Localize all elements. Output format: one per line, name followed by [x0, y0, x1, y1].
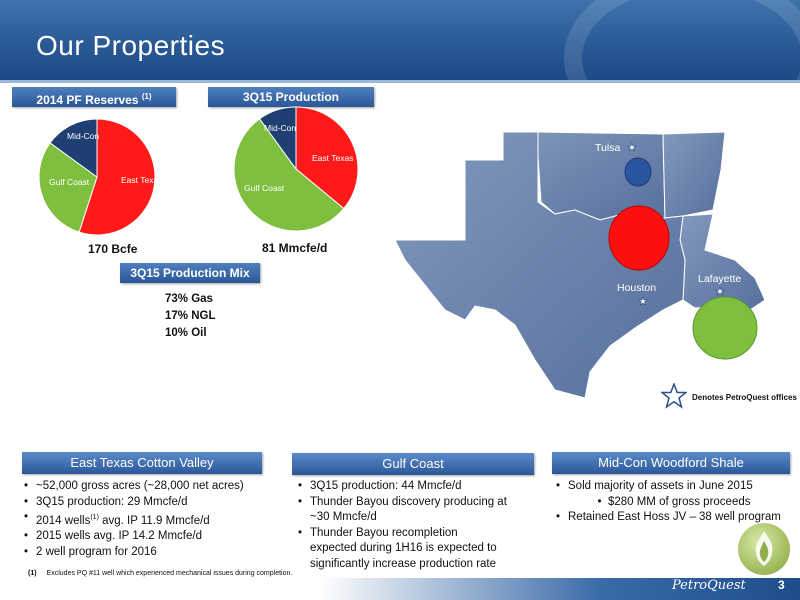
houston-star-icon: ★	[638, 295, 648, 308]
list-item: • $280 MM of gross proceeds	[597, 495, 751, 508]
gulf-coast-marker	[692, 296, 758, 360]
arkansas-state	[662, 131, 726, 219]
list-item: significantly increase production rate	[310, 557, 497, 570]
production-caption: 81 Mmcfe/d	[262, 241, 328, 255]
east-texas-marker	[608, 205, 670, 271]
mix-gas: 73% Gas	[165, 293, 213, 305]
list-item: Retained East Hoss JV – 38 well program	[554, 510, 794, 526]
mid-con-heading: Mid-Con Woodford Shale	[552, 452, 790, 474]
list-item: 2 well program for 2016	[22, 545, 284, 561]
office-legend-star-icon	[661, 383, 687, 409]
houston-label: Houston	[617, 282, 656, 294]
texas-state	[395, 131, 686, 399]
page-title: Our Properties	[36, 30, 226, 61]
pie-label-mid-con: Mid-Con	[67, 131, 99, 141]
pie-label-gulf-coast: Gulf Coast	[244, 183, 285, 193]
footer-bar	[0, 578, 800, 600]
east-texas-bullets: ~52,000 gross acres (~28,000 net acres) …	[22, 479, 284, 560]
pie-slice-east-texas	[78, 118, 156, 235]
pie-slice-mid-con	[49, 118, 98, 178]
mix-oil: 10% Oil	[165, 327, 207, 339]
mid-con-marker	[624, 157, 652, 187]
mid-con-bullets: Sold majority of assets in June 2015 • $…	[554, 479, 794, 526]
tulsa-label: Tulsa	[595, 142, 620, 154]
list-item: Thunder Bayou discovery producing at	[296, 495, 546, 511]
pie-slice-east-texas	[295, 106, 359, 210]
gulf-coast-heading: Gulf Coast	[292, 453, 534, 475]
gulf-coast-bullets: 3Q15 production: 44 Mmcfe/d Thunder Bayo…	[296, 479, 546, 572]
list-item: 3Q15 production: 29 Mmcfe/d	[22, 495, 284, 511]
mix-ngl: 17% NGL	[165, 310, 216, 322]
reserves-caption: 170 Bcfe	[88, 242, 138, 256]
list-item: ~30 Mmcfe/d	[310, 511, 377, 523]
pie-slice-mid-con	[258, 106, 297, 171]
pie-label-east-texas: East Texas	[121, 175, 162, 185]
flame-icon	[755, 531, 773, 566]
lafayette-label: Lafayette	[698, 273, 741, 285]
pie-slice-gulf-coast	[233, 118, 345, 232]
header-rule	[0, 80, 800, 83]
production-pie-chart: East Texas Gulf Coast Mid-Con	[233, 106, 359, 232]
brand-name: PetroQuest	[672, 578, 746, 593]
production-label: 3Q15 Production	[208, 87, 374, 107]
pie-label-gulf-coast: Gulf Coast	[49, 177, 90, 187]
list-item: 3Q15 production: 44 Mmcfe/d	[296, 479, 546, 495]
production-mix-list: 73% Gas 17% NGL 10% Oil	[165, 291, 216, 342]
footnote: (1) Excludes PQ #11 well which experience…	[28, 570, 293, 577]
reserves-pie-chart: East Texas Gulf Coast Mid-Con	[38, 118, 162, 235]
list-item: Sold majority of assets in June 2015	[554, 479, 794, 495]
east-texas-heading: East Texas Cotton Valley	[22, 452, 262, 474]
pie-label-east-texas: East Texas	[312, 153, 353, 163]
list-item: 2015 wells avg. IP 14.2 Mmcfe/d	[22, 529, 284, 545]
pie-label-mid-con: Mid-Con	[264, 123, 296, 133]
reserves-label: 2014 PF Reserves (1)	[12, 87, 176, 107]
lafayette-star-icon: ★	[715, 285, 725, 298]
page-number: 3	[778, 578, 785, 592]
properties-map: ★ ★ ★ Tulsa Houston Lafayette	[395, 131, 766, 399]
pie-slice-gulf-coast	[38, 142, 98, 233]
list-item: expected during 1H16 is expected to	[310, 542, 497, 554]
list-item: 2014 wells(1) avg. IP 11.9 Mmcfe/d	[22, 510, 284, 529]
petroquest-flame-logo	[738, 523, 790, 575]
mix-label: 3Q15 Production Mix	[120, 263, 260, 283]
office-legend-text: Denotes PetroQuest offices	[692, 393, 797, 402]
list-item: Thunder Bayou recompletion	[296, 526, 546, 542]
tulsa-star-icon: ★	[627, 141, 637, 154]
list-item: ~52,000 gross acres (~28,000 net acres)	[22, 479, 284, 495]
